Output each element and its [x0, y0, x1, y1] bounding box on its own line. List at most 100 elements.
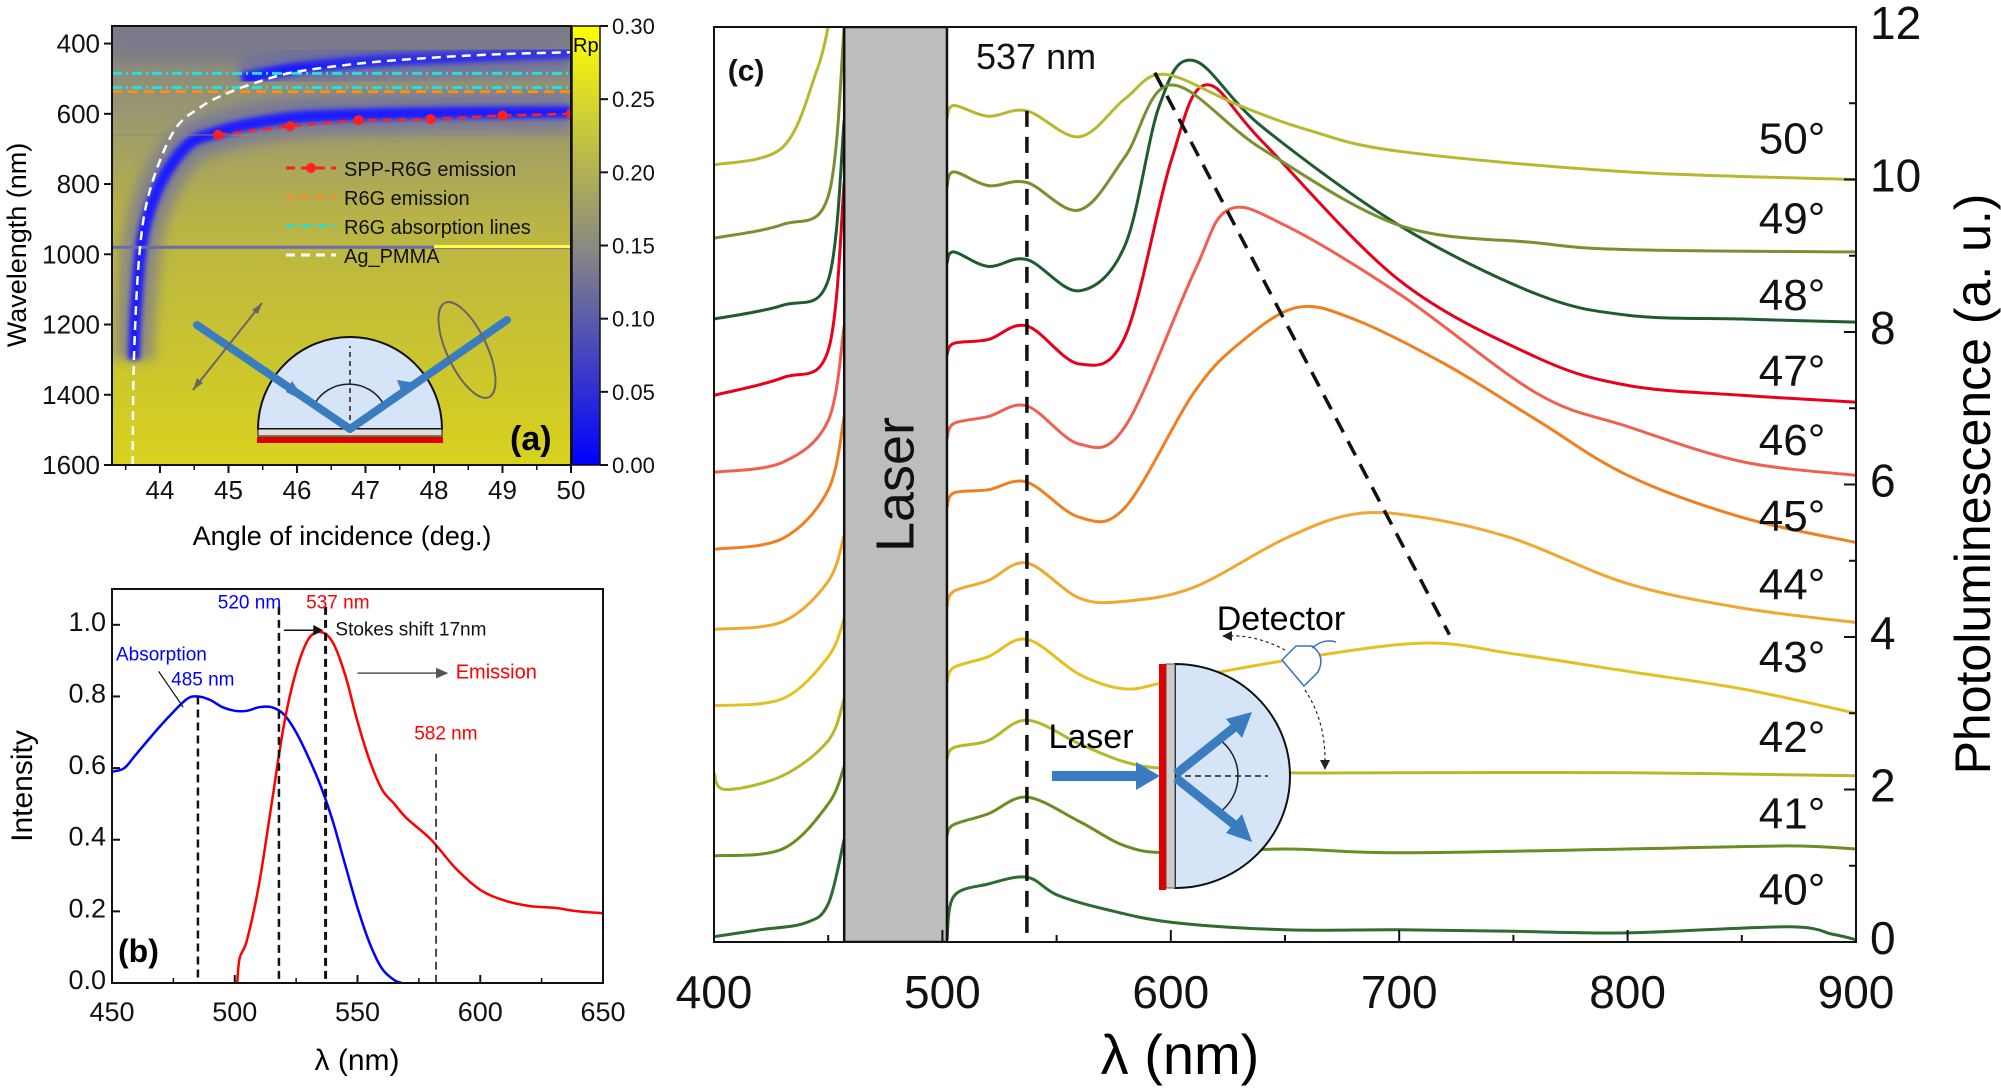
panel-c-ylabel: Photoluminescence (a. u.): [1945, 194, 2001, 775]
prism-inset-a: [192, 301, 511, 443]
x-tick-label: 45: [214, 475, 243, 505]
label-537: 537 nm: [306, 593, 369, 614]
panel-a-frame: [111, 25, 572, 466]
pl-curve: [945, 83, 1856, 404]
legend-label: Ag_PMMA: [344, 246, 440, 268]
pl-curve: [945, 637, 1856, 715]
laser-band-label: Laser: [866, 417, 926, 552]
pl-curve-pre-laser: [714, 325, 846, 474]
pl-curve-pre-laser: [714, 618, 846, 708]
spp-r6g-point: [497, 110, 508, 121]
detector-cable: [1311, 640, 1337, 649]
spp-r6g-point: [353, 115, 364, 126]
colorbar-tick-label: 0.30: [612, 14, 655, 39]
emission-label: Emission: [456, 662, 537, 684]
y-tick-label: 6: [1870, 455, 1896, 507]
arrow-icon: [1136, 762, 1160, 790]
x-tick-label: 49: [488, 475, 517, 505]
y-tick-label: 1000: [42, 239, 100, 269]
y-tick-label: 12: [1870, 0, 1921, 49]
reflected-beam: [346, 316, 511, 433]
angle-label: 48°: [1759, 271, 1826, 320]
pl-curve-pre-laser: [714, 535, 846, 631]
ag-pmma-curve: [131, 51, 571, 465]
arrow-icon: [1222, 631, 1232, 641]
y-tick-label: 8: [1870, 302, 1896, 354]
legend-marker: [306, 163, 316, 173]
y-tick-label: 1600: [42, 450, 100, 480]
angle-arc: [314, 383, 384, 404]
sample-layer: [1159, 664, 1166, 890]
label-582: 582 nm: [414, 723, 477, 744]
dye-layer: [257, 437, 443, 443]
polarization-arrow: [192, 302, 263, 391]
colorbar-tick-label: 0.00: [612, 453, 655, 478]
colorbar-tick-label: 0.25: [612, 87, 655, 112]
metal-layer: [1165, 663, 1176, 889]
angle-label: 43°: [1759, 633, 1826, 682]
arrow-icon: [1226, 712, 1252, 738]
pl-curve: [945, 795, 1856, 855]
emitted-beam: [1173, 774, 1239, 830]
panel-c-label: (c): [728, 54, 765, 87]
y-tick-label: 4: [1870, 607, 1896, 659]
top-shading: [112, 26, 571, 62]
label-520: 520 nm: [218, 593, 281, 614]
x-tick-label: 600: [458, 997, 503, 1027]
pl-curve-pre-laser: [714, 182, 846, 397]
y-tick-label: 400: [57, 29, 100, 59]
x-tick-label: 48: [420, 475, 449, 505]
angle-label: 44°: [1759, 561, 1826, 610]
legend-label: R6G emission: [344, 188, 470, 210]
angle-label: 45°: [1759, 492, 1826, 541]
x-tick-label: 450: [89, 997, 134, 1027]
arrow-icon: [397, 380, 416, 393]
y-tick-label: 0.6: [68, 750, 106, 780]
pl-curve: [945, 72, 1856, 181]
panel-b-label: (b): [118, 933, 159, 969]
angle-label: 49°: [1759, 195, 1826, 244]
x-tick-label: 50: [557, 475, 586, 505]
spp-r6g-point: [566, 108, 571, 119]
y-tick-label: 0.4: [68, 822, 106, 852]
angle-label: 50°: [1759, 115, 1826, 164]
x-tick-label: 600: [1132, 966, 1209, 1018]
y-tick-label: 800: [57, 169, 100, 199]
absorption-label: Absorption: [116, 645, 207, 666]
y-tick-label: 2: [1870, 760, 1896, 812]
label-537: 537 nm: [976, 36, 1096, 77]
pl-curve: [945, 83, 1856, 254]
y-tick-label: 1200: [42, 310, 100, 340]
label-485: 485 nm: [171, 670, 234, 691]
angle-arc: [1219, 739, 1239, 813]
x-tick-label: 500: [904, 966, 981, 1018]
arrow-icon: [1320, 760, 1330, 770]
x-tick-label: 44: [145, 475, 174, 505]
angle-label: 41°: [1759, 789, 1826, 838]
x-tick-label: 900: [1818, 966, 1895, 1018]
colorbar-label: Rp: [573, 35, 599, 57]
panel-a-ylabel: Wavelength (nm): [2, 143, 32, 348]
panel-a-xlabel: Angle of incidence (deg.): [193, 521, 492, 551]
arrow-icon: [436, 667, 449, 679]
arrow-icon: [252, 303, 262, 314]
panel-a-heatmap: Rp 44 45 46 47 48 49 50 400 600 800 1000 1200 1400 16…: [2, 14, 655, 551]
colorbar-tick-label: 0.10: [612, 307, 655, 332]
spp-r6g-point: [425, 114, 436, 125]
pl-curve: [945, 304, 1856, 544]
panel-c-pl-spectra: Laser 537 nm (c) Laser Detector 40° 41° 42° 4…: [676, 0, 2001, 1086]
panel-b-xlabel: λ (nm): [315, 1044, 400, 1077]
x-tick-label: 550: [335, 997, 380, 1027]
spp-r6g-point: [213, 129, 224, 140]
colorbar-tick-label: 0.20: [612, 160, 655, 185]
pl-curve: [945, 205, 1856, 477]
y-tick-label: 0.2: [68, 893, 106, 923]
peak-trend-line: [1153, 71, 1451, 636]
y-tick-label: 600: [57, 99, 100, 129]
y-tick-label: 0.8: [68, 678, 106, 708]
x-tick-label: 400: [676, 966, 753, 1018]
angle-label: 42°: [1759, 713, 1826, 762]
spp-r6g-line: [218, 112, 571, 137]
pl-curve-pre-laser: [714, 698, 846, 792]
